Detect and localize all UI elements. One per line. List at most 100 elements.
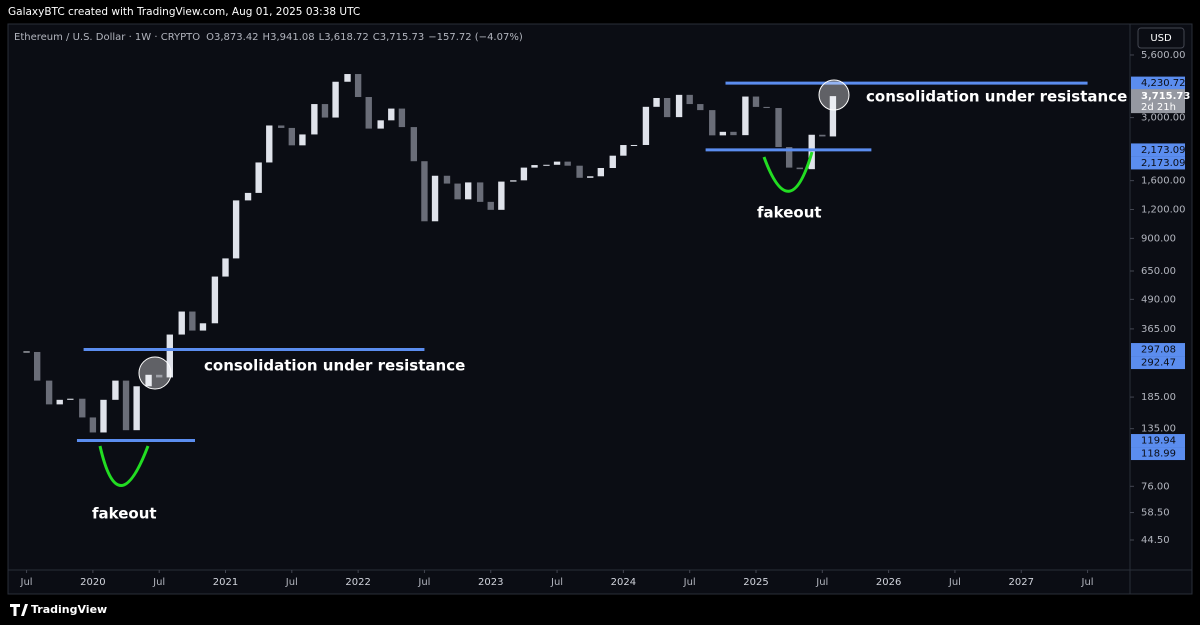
countdown: 2d 21h — [1141, 102, 1176, 113]
fakeout-curve — [98, 445, 150, 487]
candle — [410, 127, 418, 162]
currency[interactable]: USD — [1150, 33, 1172, 44]
candle — [377, 120, 384, 129]
candle — [211, 276, 219, 324]
candle — [354, 74, 362, 98]
legend-key: L — [319, 32, 325, 43]
candle — [719, 131, 727, 136]
candle — [421, 161, 428, 222]
currency-button[interactable] — [1137, 27, 1185, 49]
level-label: 118.99 — [1141, 449, 1176, 460]
candle — [829, 96, 837, 137]
x-tick-label: Jul — [417, 577, 430, 588]
candle — [431, 175, 439, 222]
candle — [299, 134, 306, 146]
candle — [796, 167, 803, 170]
candle — [576, 165, 583, 178]
candle — [819, 134, 826, 137]
legend-value: 3,873.42 — [214, 32, 259, 43]
highlight-circle — [818, 79, 850, 111]
legend-key: C — [373, 32, 380, 43]
candle — [332, 81, 339, 118]
candle — [597, 167, 605, 177]
candle — [763, 106, 770, 109]
candle — [255, 162, 262, 193]
x-tick-label: 2024 — [611, 577, 636, 588]
candle — [587, 176, 594, 178]
x-tick-label: 2020 — [80, 577, 105, 588]
legend-value: 3,941.08 — [270, 32, 315, 43]
candle — [663, 97, 671, 118]
candle — [686, 94, 693, 105]
candle — [321, 104, 329, 118]
brand-logo — [10, 604, 28, 616]
x-tick-label: Jul — [683, 577, 696, 588]
candle — [785, 147, 793, 168]
x-tick-label: Jul — [285, 577, 298, 588]
candle — [730, 131, 737, 136]
last-price-box — [1131, 89, 1185, 114]
candle — [311, 104, 318, 135]
legend-value: 3,715.73 — [380, 32, 425, 43]
x-tick-label: 2027 — [1009, 577, 1034, 588]
candle — [33, 351, 41, 381]
level-label: 2,173.09 — [1141, 145, 1186, 156]
x-tick-label: 2025 — [743, 577, 768, 588]
candle — [79, 398, 86, 418]
x-tick-label: Jul — [152, 577, 165, 588]
candle — [45, 380, 53, 405]
legend-key: H — [263, 32, 271, 43]
candle — [232, 200, 240, 259]
level-box — [1131, 434, 1185, 448]
candle — [244, 192, 252, 201]
y-tick-label: 900.00 — [1141, 233, 1176, 244]
candle — [443, 175, 451, 184]
candle — [388, 108, 395, 121]
legend: Ethereum / U.S. Dollar · 1W · CRYPTO O3,8… — [14, 32, 523, 43]
y-tick-label: 76.00 — [1141, 481, 1170, 492]
legend-value: 3,618.72 — [324, 32, 369, 43]
candle — [278, 125, 285, 128]
annotation: consolidation under resistance — [204, 357, 465, 375]
candle — [520, 167, 528, 181]
candle — [675, 94, 683, 118]
candle — [543, 164, 550, 166]
candle — [697, 104, 704, 111]
y-tick-label: 650.00 — [1141, 266, 1176, 277]
candle — [199, 323, 207, 331]
highlight-circle — [138, 356, 172, 390]
candle — [112, 380, 119, 400]
x-tick-label: Jul — [1081, 577, 1094, 588]
candle — [653, 97, 660, 107]
x-tick-label: 2023 — [478, 577, 503, 588]
y-tick-label: 185.00 — [1141, 392, 1176, 403]
candle — [564, 161, 571, 166]
candle — [189, 311, 196, 331]
candle — [531, 165, 538, 168]
candle — [365, 97, 372, 129]
candle — [178, 311, 185, 335]
level-label: 297.08 — [1141, 345, 1176, 356]
candle — [454, 183, 461, 200]
x-tick-label: 2021 — [213, 577, 238, 588]
level-box — [1131, 156, 1185, 170]
level-label: 2,173.09 — [1141, 158, 1186, 169]
level-label: 4,230.72 — [1141, 78, 1186, 89]
candle — [742, 96, 749, 136]
annotation: fakeout — [757, 204, 822, 222]
x-tick-label: 2022 — [345, 577, 370, 588]
y-tick-label: 490.00 — [1141, 294, 1176, 305]
y-tick-label: 5,600.00 — [1141, 50, 1186, 61]
legend-title: Ethereum / U.S. Dollar · 1W · CRYPTO — [14, 32, 200, 43]
y-tick-label: 135.00 — [1141, 424, 1176, 435]
candle — [465, 182, 472, 200]
candle — [145, 374, 152, 387]
x-tick-label: Jul — [20, 577, 33, 588]
candle — [56, 399, 63, 405]
last-price-label: 3,715.73 — [1141, 91, 1190, 102]
candle — [100, 399, 107, 433]
brand: TradingView — [31, 603, 107, 616]
y-tick-label: 1,200.00 — [1141, 205, 1186, 216]
candle — [752, 96, 760, 107]
